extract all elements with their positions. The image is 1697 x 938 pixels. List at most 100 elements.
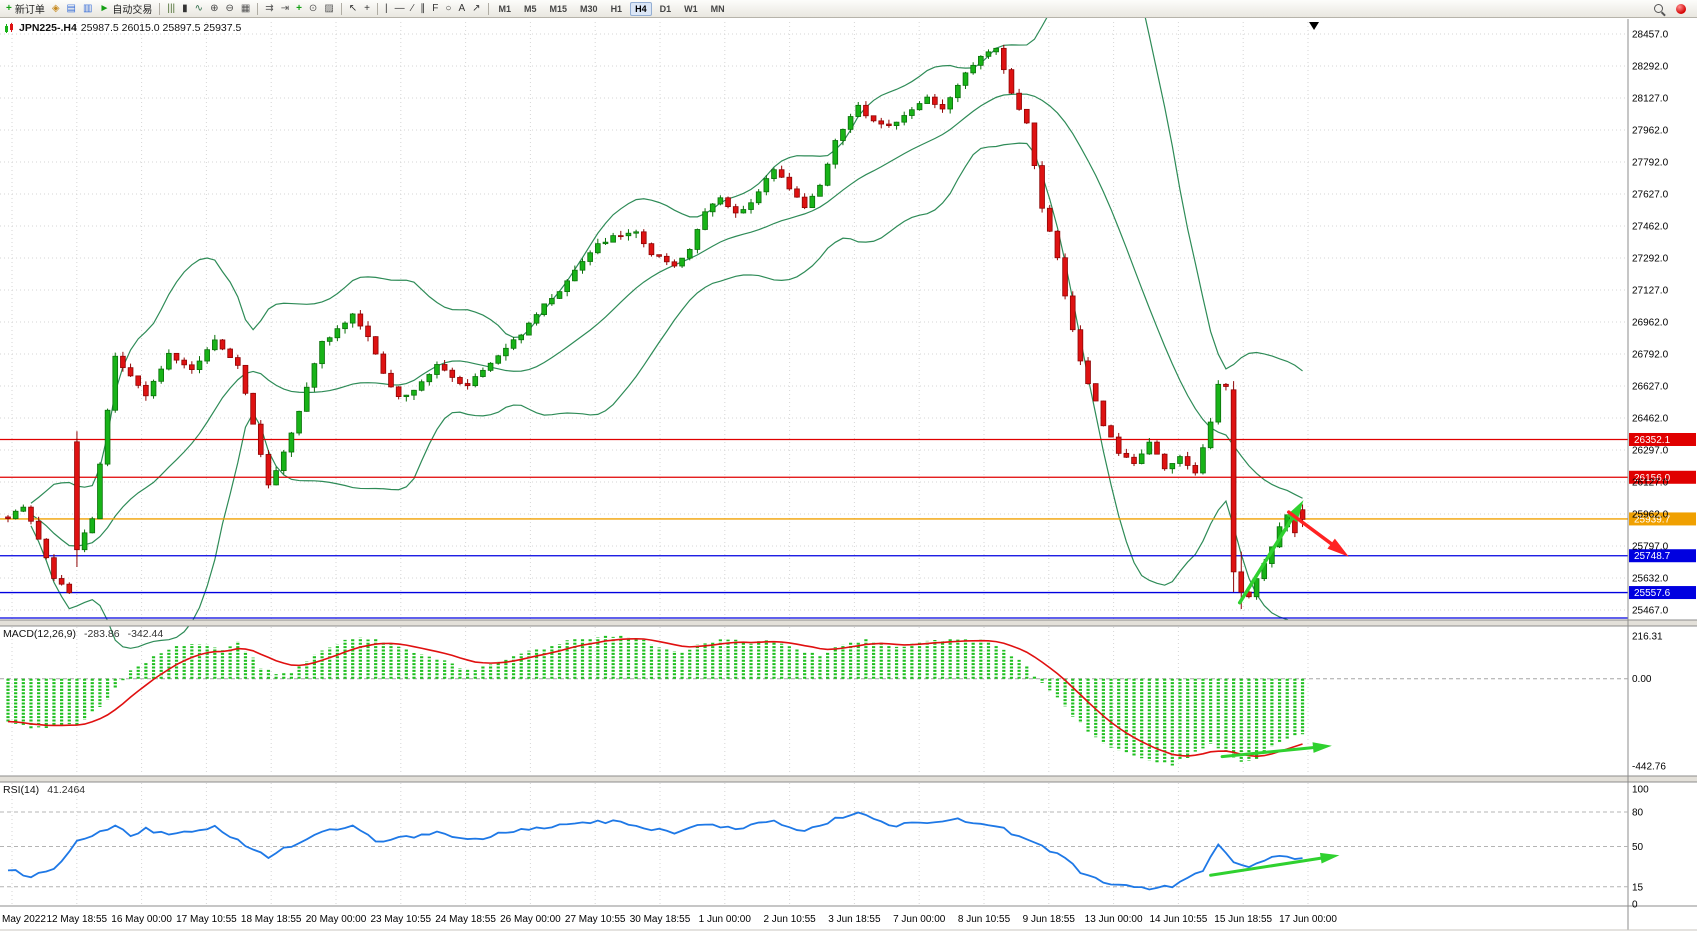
crosshair-icon[interactable]: +	[361, 1, 373, 16]
panel-separator[interactable]	[0, 620, 1697, 626]
rsi-trend-arrow[interactable]	[1209, 852, 1340, 877]
timeframe-button-d1[interactable]: D1	[659, 3, 672, 14]
arrow-object-icon[interactable]: ↗	[469, 1, 483, 16]
bars-chart-mode-icon[interactable]: |||	[164, 1, 178, 16]
toolbar: + 新订单 ◈ ▤ ▥ ► 自动交易 ||| ▮ ∿ ⊕ ⊖ ▦ ⇉ ⇥ + ⊙ ▨ ↖ + | — ∕ ∥ F ○ A ↗ M1 M5 M…	[0, 0, 1697, 18]
price-axis-label: 27627.0	[1632, 190, 1669, 201]
toolbar-separator	[159, 2, 161, 15]
timeframe-button-m1[interactable]: M1	[498, 3, 512, 14]
shapes-icon[interactable]: ○	[442, 1, 454, 16]
price-axis-label: 28292.0	[1632, 62, 1669, 73]
shapes-icon-glyph: ○	[445, 2, 452, 14]
indicators-add-icon-glyph: +	[296, 2, 302, 14]
bollinger-middle-band	[30, 93, 1303, 547]
macd-axis-label: 216.31	[1632, 632, 1663, 643]
candlestick-mode-icon[interactable]: ▮	[179, 1, 191, 16]
indicators-add-icon[interactable]: +	[293, 1, 305, 16]
toolbar-separator	[487, 2, 489, 15]
rsi-axis-label: 100	[1632, 785, 1649, 796]
horizontal-line-icon[interactable]: —	[392, 1, 408, 16]
candlestick-mode-icon-glyph: ▮	[182, 2, 188, 14]
time-axis-label: 20 May 00:00	[306, 914, 367, 925]
vertical-line-icon-glyph: |	[385, 2, 388, 14]
navigator-icon[interactable]: ◈	[49, 1, 63, 16]
time-axis-label: 1 Jun 00:00	[699, 914, 752, 925]
text-label-icon[interactable]: A	[455, 1, 468, 16]
toolbar-separator	[340, 2, 342, 15]
time-axis-label: 2 Jun 10:55	[763, 914, 816, 925]
zoom-out-icon-glyph: ⊖	[225, 2, 234, 14]
price-level-label: 26352.1	[1634, 435, 1671, 446]
time-axis-label: 30 May 18:55	[630, 914, 691, 925]
rsi-axis-label: 15	[1632, 882, 1644, 893]
panel-separator[interactable]	[0, 776, 1697, 782]
autotrading-button-glyph: ►	[99, 2, 110, 14]
rsi-axis-label: 50	[1632, 842, 1644, 853]
tile-windows-icon[interactable]: ▦	[238, 1, 253, 16]
line-chart-mode-icon[interactable]: ∿	[192, 1, 206, 16]
zoom-out-icon[interactable]: ⊖	[222, 1, 236, 16]
chart-ohlc-values: 25987.5 26015.0 25897.5 25937.5	[80, 22, 242, 34]
timeframe-button-mn[interactable]: MN	[710, 3, 725, 14]
new-order-button-glyph: +	[6, 2, 12, 14]
trendline-icon[interactable]: ∕	[409, 1, 417, 16]
horizontal-line-icon-glyph: —	[394, 2, 405, 14]
bars-chart-mode-icon-glyph: |||	[167, 2, 176, 14]
auto-scroll-icon[interactable]: ⇉	[262, 1, 276, 16]
time-axis-label: 16 May 00:00	[111, 914, 172, 925]
timeframe-button-h1[interactable]: H1	[610, 3, 623, 14]
macd-axis-label: -442.76	[1632, 762, 1666, 773]
zoom-in-icon[interactable]: ⊕	[207, 1, 221, 16]
timeframe-button-m30[interactable]: M30	[580, 3, 598, 14]
price-axis-label: 27462.0	[1632, 222, 1669, 233]
rsi-axis-label: 0	[1632, 900, 1638, 911]
trend-up-arrow[interactable]	[1237, 500, 1304, 605]
time-axis-label: 12 May 18:55	[46, 914, 107, 925]
price-level-label-box	[1629, 432, 1696, 446]
connection-status-icon[interactable]	[1673, 1, 1689, 16]
channel-icon[interactable]: ∥	[417, 1, 428, 16]
timeframe-button-m5[interactable]: M5	[524, 3, 537, 14]
arrow-object-icon-glyph: ↗	[472, 2, 481, 14]
periods-icon-glyph: ⊙	[308, 2, 318, 14]
autotrading-button[interactable]: ► 自动交易	[99, 2, 153, 16]
price-axis-label: 28457.0	[1632, 30, 1669, 41]
periods-icon[interactable]: ⊙	[306, 1, 320, 16]
price-level-label: 25557.6	[1634, 588, 1671, 599]
price-level-label-box	[1629, 586, 1696, 600]
data-window-icon[interactable]: ▥	[80, 1, 95, 16]
timeframe-button-h4[interactable]: H4	[630, 1, 652, 16]
price-axis-label: 27962.0	[1632, 126, 1669, 137]
time-axis-label: 27 May 10:55	[565, 914, 626, 925]
text-label-icon-glyph: A	[458, 2, 466, 14]
new-order-button[interactable]: + 新订单	[6, 2, 45, 16]
line-chart-mode-icon-glyph: ∿	[194, 2, 204, 14]
price-level-label-box	[1629, 549, 1696, 563]
templates-icon[interactable]: ▨	[321, 1, 336, 16]
chart-shift-icon[interactable]: ⇥	[278, 1, 292, 16]
market-watch-icon[interactable]: ▤	[64, 1, 79, 16]
price-axis-label: 25962.0	[1632, 510, 1669, 521]
search-icon[interactable]	[1651, 1, 1666, 16]
chart-symbol-icon	[5, 22, 13, 33]
price-axis-label: 27792.0	[1632, 158, 1669, 169]
vertical-line-icon[interactable]: |	[382, 1, 391, 16]
price-axis-label: 26297.0	[1632, 446, 1669, 457]
price-axis-label: 26792.0	[1632, 350, 1669, 361]
time-axis-label: 23 May 10:55	[370, 914, 431, 925]
timeframe-button-m15[interactable]: M15	[549, 3, 568, 14]
macd-signal-line	[7, 638, 1303, 758]
pullback-down-arrow[interactable]	[1287, 510, 1349, 557]
price-axis-label: 25467.0	[1632, 606, 1669, 617]
cursor-icon[interactable]: ↖	[346, 1, 360, 16]
fibonacci-icon[interactable]: F	[429, 1, 441, 16]
timeframe-button-w1[interactable]: W1	[684, 3, 698, 14]
price-axis-label: 27292.0	[1632, 254, 1669, 265]
chart-symbol-period: JPN225-.H4	[19, 22, 77, 34]
macd-axis-label: 0.00	[1632, 674, 1652, 685]
price-level-label: 26156.0	[1634, 473, 1671, 484]
macd-name: MACD(12,26,9)	[3, 628, 76, 640]
macd-indicator-label: MACD(12,26,9) -283.86 -342.44	[3, 628, 163, 640]
macd-trend-arrow[interactable]	[1220, 742, 1332, 759]
